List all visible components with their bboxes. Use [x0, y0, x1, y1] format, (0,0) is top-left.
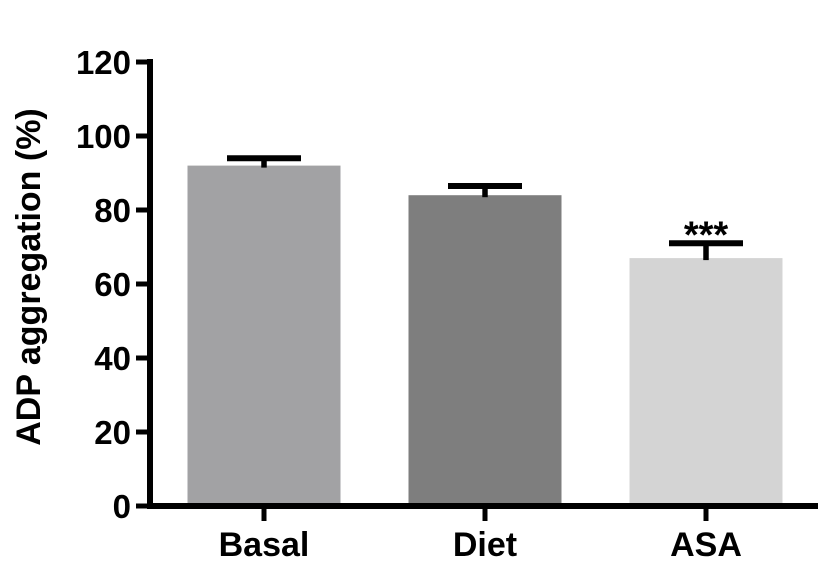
- error-bars-group: [227, 155, 743, 261]
- y-tick-label-40: 40: [94, 340, 131, 377]
- x-category-labels: Basal Diet ASA: [219, 526, 742, 564]
- y-tick-label-120: 120: [76, 44, 131, 81]
- bar-asa: [629, 258, 783, 506]
- x-category-label-basal: Basal: [219, 526, 310, 564]
- y-tick-label-80: 80: [94, 192, 131, 229]
- y-axis-ticks: [136, 59, 147, 509]
- y-tick-label-0: 0: [113, 488, 131, 525]
- x-category-label-asa: ASA: [670, 526, 742, 564]
- y-tick-label-60: 60: [94, 266, 131, 303]
- y-tick-labels: 0 20 40 60 80 100 120: [76, 44, 131, 525]
- significance-annotations: ***: [684, 214, 729, 256]
- x-axis-ticks: [261, 506, 709, 521]
- bar-basal: [187, 165, 341, 506]
- bar-diet: [408, 195, 562, 506]
- bars-group: [187, 165, 783, 506]
- y-tick-label-20: 20: [94, 414, 131, 451]
- significance-stars-asa: ***: [684, 214, 729, 256]
- x-category-label-diet: Diet: [453, 526, 517, 564]
- y-tick-label-100: 100: [76, 118, 131, 155]
- y-axis-title: ADP aggregation (%): [10, 108, 48, 446]
